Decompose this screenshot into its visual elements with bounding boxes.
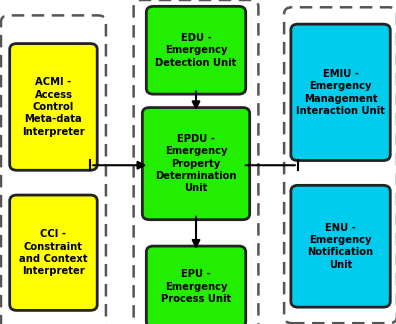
Text: EPDU -
Emergency
Property
Determination
Unit: EPDU - Emergency Property Determination … [155, 134, 237, 193]
Text: EMIU -
Emergency
Management
Interaction Unit: EMIU - Emergency Management Interaction … [296, 69, 385, 116]
FancyBboxPatch shape [10, 44, 97, 170]
Text: EDU -
Emergency
Detection Unit: EDU - Emergency Detection Unit [155, 33, 237, 68]
Text: ENU -
Emergency
Notification
Unit: ENU - Emergency Notification Unit [308, 223, 373, 270]
Text: EPU -
Emergency
Process Unit: EPU - Emergency Process Unit [161, 269, 231, 304]
FancyBboxPatch shape [147, 246, 246, 324]
FancyBboxPatch shape [291, 185, 390, 307]
FancyBboxPatch shape [147, 6, 246, 94]
FancyBboxPatch shape [291, 24, 390, 161]
Text: ACMI -
Access
Control
Meta-data
Interpreter: ACMI - Access Control Meta-data Interpre… [22, 77, 85, 137]
FancyBboxPatch shape [10, 195, 97, 310]
Text: CCI -
Constraint
and Context
Interpreter: CCI - Constraint and Context Interpreter [19, 229, 88, 276]
FancyBboxPatch shape [143, 108, 249, 220]
